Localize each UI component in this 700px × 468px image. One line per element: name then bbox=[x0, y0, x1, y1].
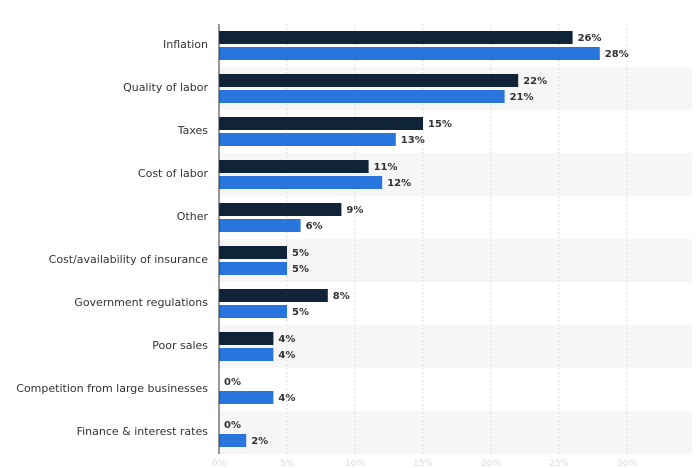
bar bbox=[219, 219, 301, 232]
value-labels: 26%28% 22% 21% 15%13% 11% 12% 9% 6% 5% 5% 8% 5% 4% 4%… bbox=[224, 33, 629, 447]
value-label: 6% bbox=[306, 221, 323, 232]
category-label: Other bbox=[177, 210, 209, 223]
row-band bbox=[219, 67, 692, 110]
value-label: 11% bbox=[374, 162, 398, 173]
value-label: 28% bbox=[605, 49, 629, 60]
value-label: 8% bbox=[333, 291, 350, 302]
value-label: 5% bbox=[292, 248, 309, 259]
category-label: Competition from large businesses bbox=[16, 382, 208, 395]
x-tick-label: 10% bbox=[345, 459, 365, 468]
category-label: Government regulations bbox=[74, 296, 208, 309]
x-tick-label: 5% bbox=[280, 459, 295, 468]
value-label: 13% bbox=[401, 135, 425, 146]
x-tick-label: 15% bbox=[413, 459, 433, 468]
value-label: 5% bbox=[292, 264, 309, 275]
value-label: 22% bbox=[523, 76, 547, 87]
row-band bbox=[219, 239, 692, 282]
bar bbox=[219, 246, 287, 259]
value-label: 4% bbox=[278, 334, 295, 345]
bar bbox=[219, 90, 505, 103]
category-label: Cost/availability of insurance bbox=[49, 253, 209, 266]
bar bbox=[219, 133, 396, 146]
bar bbox=[219, 176, 383, 189]
bar bbox=[219, 348, 274, 361]
bar bbox=[219, 74, 519, 87]
bar bbox=[219, 305, 287, 318]
category-label: Quality of labor bbox=[123, 81, 208, 94]
bar bbox=[219, 203, 342, 216]
bar bbox=[219, 47, 600, 60]
row-band bbox=[219, 411, 692, 454]
value-label: 4% bbox=[278, 393, 295, 404]
value-label: 5% bbox=[292, 307, 309, 318]
value-label: 4% bbox=[278, 350, 295, 361]
row-band bbox=[219, 153, 692, 196]
value-label: 12% bbox=[387, 178, 411, 189]
x-tick-label: 20% bbox=[481, 459, 501, 468]
bar bbox=[219, 332, 274, 345]
x-tick-labels: 0% 5% 10% 15% 20% 25% 30% bbox=[212, 459, 638, 468]
value-label: 0% bbox=[224, 377, 241, 388]
value-label: 2% bbox=[251, 436, 268, 447]
value-label: 0% bbox=[224, 420, 241, 431]
category-label: Inflation bbox=[163, 38, 208, 51]
value-label: 21% bbox=[510, 92, 534, 103]
category-label: Taxes bbox=[177, 124, 209, 137]
x-tick-label: 30% bbox=[617, 459, 637, 468]
bar bbox=[219, 289, 328, 302]
bar bbox=[219, 262, 287, 275]
category-labels: Inflation Quality of labor Taxes Cost of la… bbox=[16, 38, 208, 438]
bar bbox=[219, 434, 247, 447]
value-label: 15% bbox=[428, 119, 452, 130]
x-tick-label: 25% bbox=[549, 459, 569, 468]
category-label: Cost of labor bbox=[138, 167, 209, 180]
x-tick-label: 0% bbox=[212, 459, 227, 468]
bar bbox=[219, 31, 573, 44]
value-label: 26% bbox=[578, 33, 602, 44]
category-label: Finance & interest rates bbox=[77, 425, 209, 438]
row-bands bbox=[219, 67, 692, 454]
bars bbox=[219, 31, 600, 447]
row-band bbox=[219, 325, 692, 368]
value-label: 9% bbox=[346, 205, 363, 216]
bar bbox=[219, 160, 369, 173]
category-label: Poor sales bbox=[152, 339, 208, 352]
bar bbox=[219, 117, 423, 130]
bar bbox=[219, 391, 274, 404]
